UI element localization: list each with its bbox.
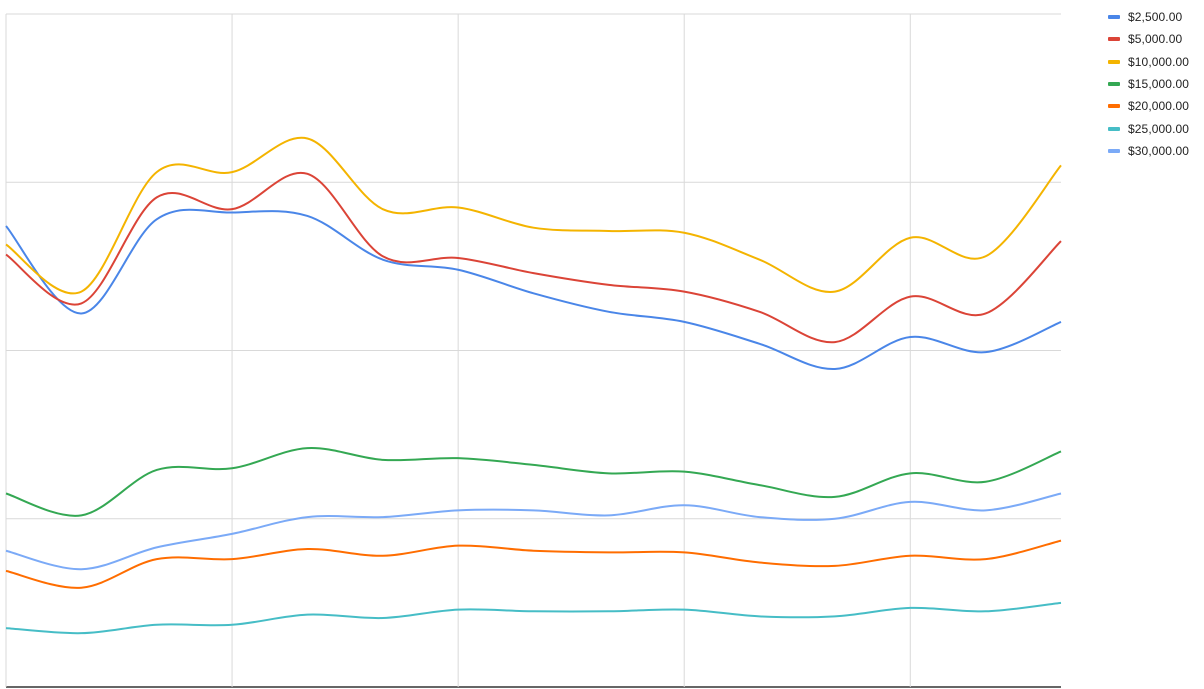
legend-label: $15,000.00 (1128, 77, 1190, 92)
legend-swatch (1108, 37, 1120, 42)
series-line-7 (5, 492, 1062, 571)
legend-label: $20,000.00 (1128, 99, 1190, 114)
legend-swatch (1108, 59, 1120, 64)
legend-label: $2,500.00 (1128, 10, 1183, 25)
gridlines (5, 13, 1061, 688)
series-line-3 (5, 136, 1062, 295)
legend-label: $30,000.00 (1128, 143, 1190, 158)
series-line-4 (5, 447, 1062, 517)
legend-swatch (1108, 148, 1120, 153)
legend-label: $5,000.00 (1128, 32, 1183, 47)
series-lines (5, 136, 1062, 635)
legend-swatch (1108, 82, 1120, 87)
legend-item: $20,000.00 (1108, 95, 1189, 117)
legend-label: $25,000.00 (1128, 121, 1190, 136)
series-line-1 (5, 208, 1062, 371)
legend-swatch (1108, 126, 1120, 131)
legend-swatch (1108, 15, 1120, 20)
legend-item: $10,000.00 (1108, 51, 1189, 73)
legend-swatch (1108, 104, 1120, 109)
legend-item: $2,500.00 (1108, 6, 1189, 28)
legend-item: $25,000.00 (1108, 117, 1189, 139)
legend-item: $15,000.00 (1108, 73, 1189, 95)
legend-item: $5,000.00 (1108, 28, 1189, 50)
legend-item: $30,000.00 (1108, 140, 1189, 162)
legend: $2,500.00 $5,000.00 $10,000.00 $15,000.00 $2… (1108, 6, 1189, 162)
legend-label: $10,000.00 (1128, 54, 1190, 69)
series-line-5 (5, 539, 1062, 589)
series-line-2 (5, 171, 1062, 344)
series-line-6 (5, 601, 1062, 635)
